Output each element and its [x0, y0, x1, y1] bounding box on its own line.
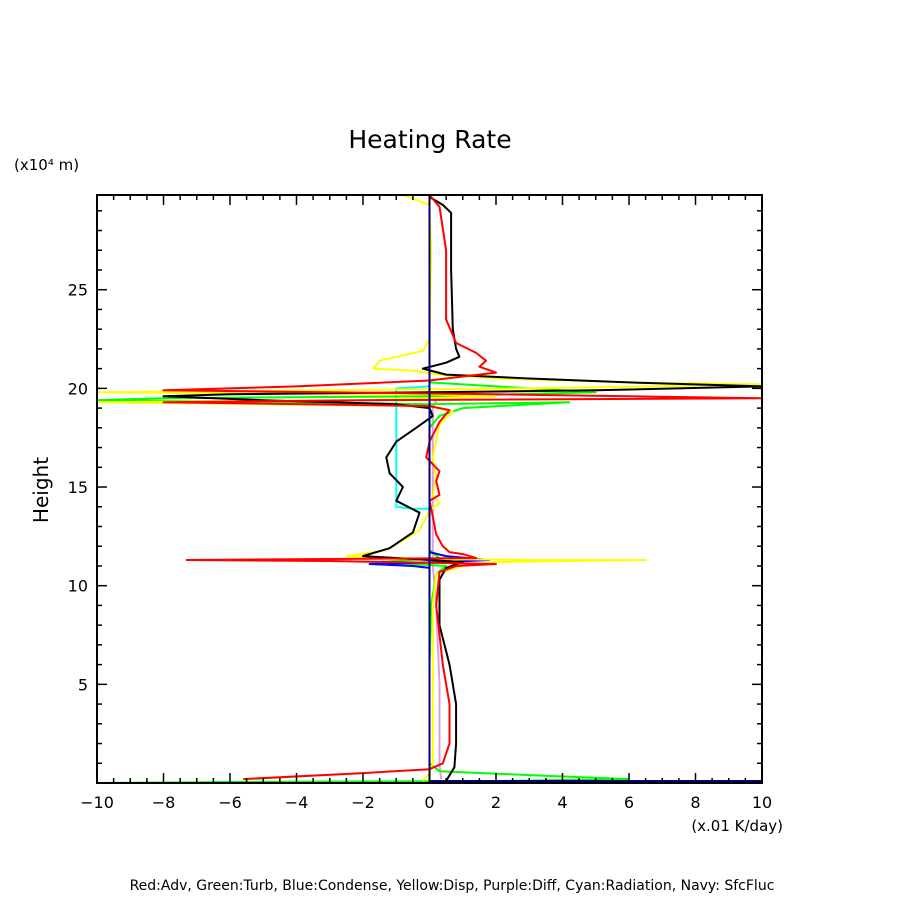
y-tick-label: 10 [68, 577, 88, 596]
series-line-adv [162, 194, 763, 781]
x-tick-label: −6 [218, 793, 242, 812]
series-line-condense [368, 551, 491, 569]
x-tick-label: 10 [752, 793, 772, 812]
y-axis-label: Height [29, 457, 53, 523]
legend-text: Red:Adv, Green:Turb, Blue:Condense, Yell… [130, 878, 775, 894]
x-tick-label: −2 [351, 793, 375, 812]
series-line-radiation [395, 385, 430, 510]
series-layer [96, 194, 763, 784]
x-tick-label: −10 [80, 793, 114, 812]
series-line-turb [96, 381, 630, 784]
x-tick-label: −8 [152, 793, 176, 812]
x-tick-label: 6 [624, 793, 634, 812]
series-line-disp [96, 194, 763, 782]
x-tick-label: 4 [557, 793, 567, 812]
chart-title: Heating Rate [348, 125, 511, 154]
x-axis-label: (x.01 K/day) [691, 817, 783, 835]
x-tick-label: −4 [285, 793, 309, 812]
series-line-total [162, 196, 763, 782]
y-unit-label: (x10⁴ m) [14, 156, 79, 174]
series-line-sfcfluc [428, 195, 762, 782]
x-tick-label: 8 [690, 793, 700, 812]
y-tick-label: 25 [68, 281, 88, 300]
y-tick-label: 20 [68, 379, 88, 398]
y-tick-label: 5 [78, 675, 88, 694]
x-tick-label: 0 [424, 793, 434, 812]
tick-layer: −10 −8 −6 −4 −2 0 2 4 6 8 10 5 10 15 20 25 [68, 195, 772, 812]
y-tick-label: 15 [68, 478, 88, 497]
x-tick-label: 2 [491, 793, 501, 812]
